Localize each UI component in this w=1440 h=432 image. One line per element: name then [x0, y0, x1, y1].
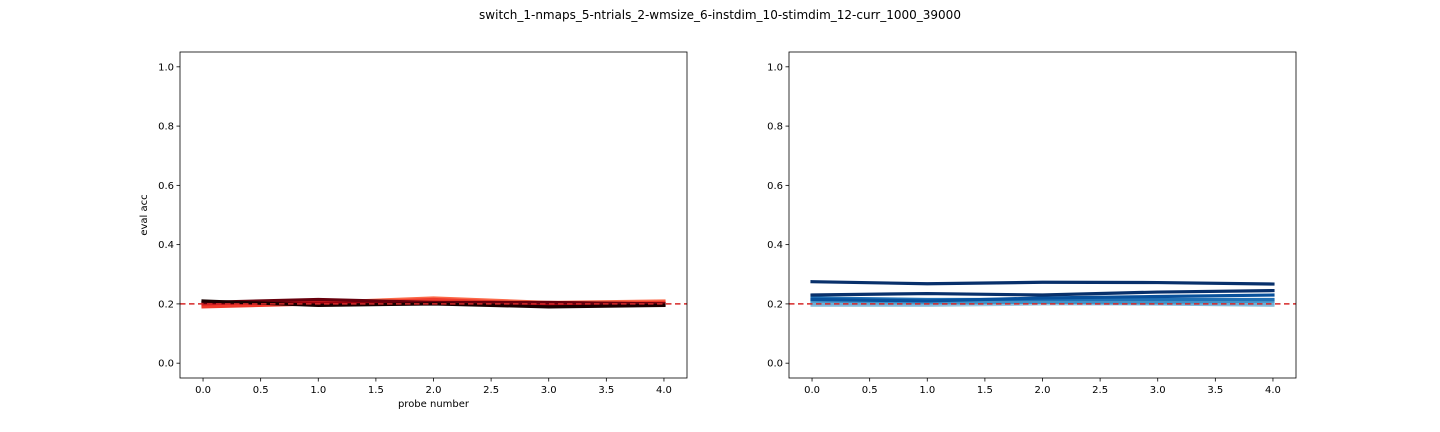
y-tick-label: 0.0 — [767, 359, 783, 370]
x-tick-label: 3.5 — [598, 385, 614, 396]
y-tick-label: 0.6 — [158, 181, 174, 192]
y-tick-label: 0.4 — [767, 240, 783, 251]
axes-frame — [788, 51, 1297, 379]
x-tick-label: 4.0 — [1265, 385, 1281, 396]
y-axis-label: eval acc — [139, 194, 150, 235]
x-tick-label: 2.0 — [426, 385, 442, 396]
x-tick-label: 1.0 — [310, 385, 326, 396]
series-line-5 — [810, 288, 1275, 297]
right-plot: 0.0 0.5 1.0 1.5 2.0 2.5 3.0 3.5 4.0 0.0 0.2 0.4 0.6 0… — [767, 51, 1297, 396]
x-tick-label: 2.5 — [1092, 385, 1108, 396]
y-tick-label: 0.6 — [767, 181, 783, 192]
y-tick-label: 0.8 — [767, 122, 783, 133]
x-tick-label: 3.0 — [1150, 385, 1166, 396]
y-tick-label: 1.0 — [158, 62, 174, 73]
series-line-4 — [810, 293, 1275, 303]
x-tick-label: 2.0 — [1035, 385, 1051, 396]
y-tick-label: 0.8 — [158, 122, 174, 133]
left-plot: 0.0 0.5 1.0 1.5 2.0 2.5 3.0 3.5 4.0 0.0 0.2 0.4 0.6 0… — [139, 51, 688, 410]
plot-area — [180, 296, 687, 309]
series-line-6 — [810, 280, 1275, 286]
x-tick-label: 0.0 — [195, 385, 211, 396]
plot-area — [789, 280, 1296, 308]
x-tick-label: 3.5 — [1207, 385, 1223, 396]
y-tick-label: 0.4 — [158, 240, 174, 251]
y-tick-label: 1.0 — [767, 62, 783, 73]
figure-title: switch_1-nmaps_5-ntrials_2-wmsize_6-inst… — [479, 8, 961, 22]
x-axis-label: probe number — [398, 399, 470, 410]
x-tick-label: 1.0 — [919, 385, 935, 396]
y-tick-label: 0.0 — [158, 359, 174, 370]
x-tick-label: 2.5 — [483, 385, 499, 396]
x-tick-label: 3.0 — [541, 385, 557, 396]
x-tick-label: 4.0 — [656, 385, 672, 396]
x-tick-label: 0.5 — [862, 385, 878, 396]
x-tick-label: 0.5 — [253, 385, 269, 396]
y-tick-label: 0.2 — [158, 299, 174, 310]
axes-frame — [179, 51, 688, 379]
y-tick-label: 0.2 — [767, 299, 783, 310]
x-tick-label: 1.5 — [368, 385, 384, 396]
x-tick-label: 1.5 — [977, 385, 993, 396]
x-tick-label: 0.0 — [804, 385, 820, 396]
